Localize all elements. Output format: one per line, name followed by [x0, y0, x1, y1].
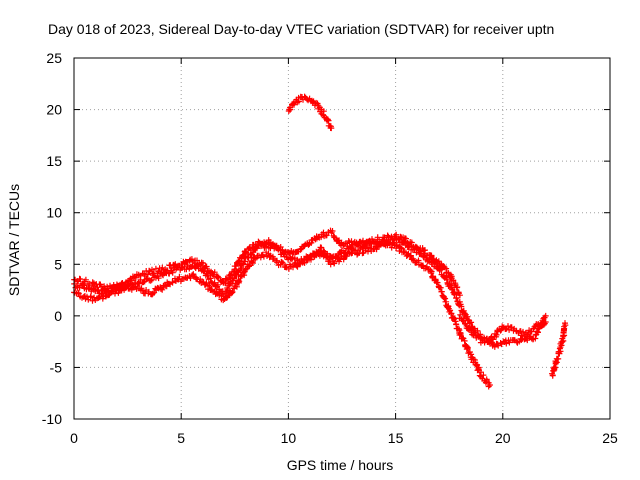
grid — [74, 58, 610, 419]
y-tick-label: 25 — [46, 50, 62, 66]
x-tick-label: 5 — [177, 430, 185, 446]
y-tick-label: 5 — [54, 256, 62, 272]
x-tick-label: 15 — [388, 430, 404, 446]
x-tick-label: 20 — [495, 430, 511, 446]
x-tick-label: 25 — [602, 430, 618, 446]
y-axis-label: SDTVAR / TECUs — [6, 184, 22, 296]
chart-title: Day 018 of 2023, Sidereal Day-to-day VTE… — [48, 21, 554, 37]
series-track-d — [456, 311, 549, 346]
plot-frame — [73, 57, 611, 420]
y-tick-label: -10 — [42, 411, 62, 427]
y-tick-label: 0 — [54, 308, 62, 324]
x-tick-label: 10 — [281, 430, 297, 446]
data-points-track-e — [489, 312, 549, 350]
series-layer — [71, 93, 569, 390]
y-tick-label: -5 — [50, 359, 63, 375]
series-track-g — [285, 93, 335, 132]
x-tick-labels: 0 5 10 15 20 25 — [70, 430, 618, 446]
y-tick-label: 10 — [46, 205, 62, 221]
axis-ticks — [73, 57, 611, 420]
y-tick-label: 15 — [46, 153, 62, 169]
x-tick-label: 0 — [70, 430, 78, 446]
x-axis-label: GPS time / hours — [287, 457, 394, 473]
data-points-track-f — [549, 320, 569, 379]
y-tick-label: 20 — [46, 102, 62, 118]
series-track-f — [549, 320, 569, 379]
y-tick-labels: -10 -5 0 5 10 15 20 25 — [42, 50, 62, 427]
data-points-track-d — [456, 311, 549, 346]
data-points-track-g — [285, 93, 335, 132]
series-track-e — [489, 312, 549, 350]
